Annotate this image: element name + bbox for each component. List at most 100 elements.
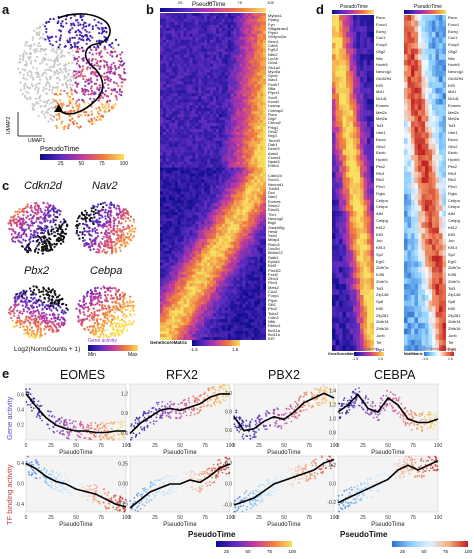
heatmap-cell bbox=[239, 125, 243, 130]
heatmap-cell bbox=[201, 155, 205, 159]
heatmap-cell bbox=[221, 15, 226, 20]
umap-cell bbox=[32, 66, 35, 69]
heatmap-cell bbox=[195, 185, 199, 189]
umap-cell bbox=[110, 244, 113, 247]
heatmap-cell bbox=[260, 42, 264, 46]
heatmap-cell bbox=[168, 108, 173, 112]
umap-cell bbox=[38, 26, 41, 29]
heatmap-cell bbox=[257, 203, 261, 207]
heatmap-cell bbox=[260, 194, 264, 198]
umap-cell bbox=[19, 57, 22, 61]
heatmap-cell bbox=[263, 96, 266, 100]
heatmap-cell bbox=[254, 45, 258, 49]
heatmap-cell bbox=[242, 90, 246, 94]
heatmap-cell bbox=[162, 15, 167, 20]
heatmap-cell bbox=[195, 125, 199, 130]
umap-cell bbox=[108, 109, 111, 112]
heatmap-cell bbox=[254, 48, 258, 52]
heatmap-cell bbox=[254, 36, 258, 41]
umap-cell bbox=[94, 58, 97, 61]
heatmap-cell bbox=[233, 42, 237, 46]
umap-cell bbox=[111, 42, 114, 45]
umap-cell bbox=[60, 24, 63, 27]
umap-cell bbox=[98, 242, 101, 246]
umap-cell bbox=[103, 304, 107, 307]
heatmap-cell bbox=[260, 137, 264, 142]
heatmap-cell bbox=[251, 161, 255, 165]
heatmap-cell bbox=[213, 194, 217, 198]
heatmap-cell bbox=[160, 75, 164, 79]
heatmap-cell bbox=[227, 179, 231, 183]
heatmap-cell bbox=[160, 206, 164, 210]
heatmap-cell bbox=[236, 149, 240, 154]
heatmap-cell bbox=[186, 122, 190, 127]
heatmap-cell bbox=[165, 18, 170, 23]
heatmap-cell bbox=[186, 161, 190, 165]
heatmap-cell bbox=[201, 158, 205, 162]
umap-cell bbox=[104, 201, 107, 204]
heatmap-cell bbox=[183, 57, 187, 61]
heatmap-cell bbox=[195, 57, 199, 61]
heatmap-cell bbox=[171, 24, 176, 29]
heatmap-cell bbox=[221, 191, 226, 195]
heatmap-cell bbox=[210, 203, 214, 207]
heatmap-cell bbox=[171, 128, 176, 133]
umap-cell bbox=[36, 71, 40, 74]
heatmap-cell bbox=[180, 161, 184, 165]
heatmap-cell bbox=[192, 54, 196, 58]
heatmap-cell bbox=[195, 48, 199, 52]
umap-cell bbox=[89, 97, 92, 100]
umap-cell bbox=[30, 318, 33, 321]
heatmap-cell bbox=[239, 24, 243, 29]
heatmap-cell bbox=[227, 158, 231, 162]
heatmap-cell bbox=[180, 69, 184, 73]
heatmap-cell bbox=[213, 173, 217, 177]
heatmap-cell bbox=[204, 69, 208, 73]
heatmap-cell bbox=[236, 45, 240, 49]
heatmap-cell bbox=[221, 13, 226, 17]
heatmap-cell bbox=[210, 155, 214, 159]
umap-cell bbox=[102, 248, 105, 251]
heatmap-cell bbox=[257, 72, 261, 76]
heatmap-cell bbox=[257, 15, 261, 20]
umap-cell bbox=[97, 40, 101, 43]
heatmap-cell bbox=[192, 60, 196, 64]
heatmap-cell bbox=[177, 128, 181, 133]
heatmap-cell bbox=[162, 143, 167, 148]
heatmap-cell bbox=[198, 155, 202, 159]
heatmap-cell bbox=[160, 66, 164, 70]
umap-cell bbox=[40, 222, 43, 225]
heatmap-cell bbox=[160, 27, 164, 32]
umap-cell bbox=[116, 308, 119, 311]
umap-cell bbox=[85, 62, 88, 65]
heatmap-cell bbox=[201, 24, 205, 29]
heatmap-cell bbox=[160, 170, 164, 174]
heatmap-cell bbox=[213, 78, 217, 82]
umap-cell bbox=[26, 203, 29, 206]
heatmap-cell bbox=[227, 36, 231, 41]
umap-cell bbox=[116, 315, 119, 318]
heatmap-cell bbox=[257, 99, 261, 103]
umap-cell bbox=[58, 47, 61, 51]
umap-cell bbox=[23, 87, 26, 90]
heatmap-cell bbox=[227, 96, 231, 100]
heatmap-cell bbox=[213, 137, 217, 142]
panel-b-label: b bbox=[146, 2, 154, 17]
heatmap-cell bbox=[263, 66, 266, 70]
umap-cell bbox=[94, 73, 97, 76]
heatmap-cell bbox=[263, 173, 266, 177]
umap-cell bbox=[23, 328, 26, 331]
umap-cell bbox=[120, 296, 123, 299]
heatmap-cell bbox=[198, 69, 202, 73]
heatmap-cell bbox=[177, 122, 181, 127]
umap-cell bbox=[106, 64, 109, 67]
heatmap-cell bbox=[210, 170, 214, 174]
heatmap-cell bbox=[195, 84, 199, 88]
heatmap-cell bbox=[245, 105, 249, 109]
heatmap-cell bbox=[177, 51, 181, 55]
heatmap-cell bbox=[254, 75, 258, 79]
umap-cell bbox=[92, 248, 95, 251]
heatmap-cell bbox=[165, 63, 170, 67]
heatmap-cell bbox=[186, 170, 190, 174]
heatmap-cell bbox=[218, 131, 223, 136]
